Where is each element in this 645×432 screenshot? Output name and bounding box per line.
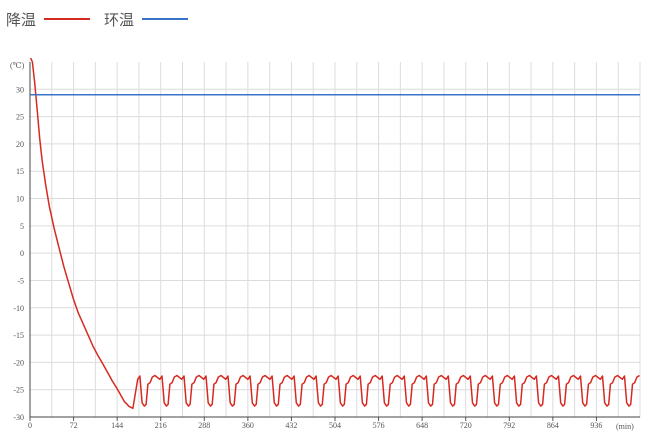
x-tick-label: 864 <box>547 421 559 430</box>
chart-legend: 降温 环温 <box>6 8 202 30</box>
y-tick-label: 10 <box>16 195 24 204</box>
cooling-temperature-line <box>30 58 640 410</box>
x-tick-label: 720 <box>460 421 472 430</box>
y-tick-label: 15 <box>16 167 24 176</box>
tick-labels: 30 25 20 15 10 5 0 -5 -10 -15 -20 -25 -30 0 72 144 216 28… <box>13 85 602 430</box>
x-tick-label: 576 <box>373 421 385 430</box>
y-tick-label: 20 <box>16 140 24 149</box>
x-unit-label: (min) <box>616 422 634 431</box>
y-tick-label: -15 <box>13 331 24 340</box>
y-tick-label: -20 <box>13 358 24 367</box>
chart-axes <box>29 62 640 421</box>
x-tick-label: 0 <box>28 421 32 430</box>
y-tick-label: 25 <box>16 113 24 122</box>
y-tick-label: 30 <box>16 85 24 94</box>
y-tick-label: 5 <box>20 222 24 231</box>
x-tick-label: 216 <box>155 421 167 430</box>
y-tick-label: -10 <box>13 304 24 313</box>
x-tick-label: 792 <box>503 421 515 430</box>
y-tick-label: 0 <box>20 249 24 258</box>
x-tick-label: 288 <box>198 421 210 430</box>
x-tick-label: 648 <box>416 421 428 430</box>
x-tick-label: 72 <box>70 421 78 430</box>
legend-line-cooling <box>44 18 91 20</box>
legend-item-ambient[interactable]: 环温 <box>104 9 189 30</box>
x-tick-label: 504 <box>329 421 341 430</box>
y-tick-label: -30 <box>13 413 24 422</box>
chart-grid <box>30 62 641 418</box>
legend-label-cooling: 降温 <box>6 10 37 29</box>
y-tick-label: -25 <box>13 386 24 395</box>
x-tick-label: 432 <box>285 421 297 430</box>
y-tick-label: -5 <box>17 276 24 285</box>
x-tick-label: 360 <box>242 421 254 430</box>
chart-series <box>30 58 640 410</box>
y-unit-label: (℃) <box>10 61 25 70</box>
x-tick-label: 936 <box>590 421 602 430</box>
legend-label-ambient: 环温 <box>104 10 135 29</box>
x-tick-label: 144 <box>111 421 123 430</box>
legend-line-ambient <box>142 18 189 20</box>
legend-item-cooling[interactable]: 降温 <box>6 9 91 30</box>
